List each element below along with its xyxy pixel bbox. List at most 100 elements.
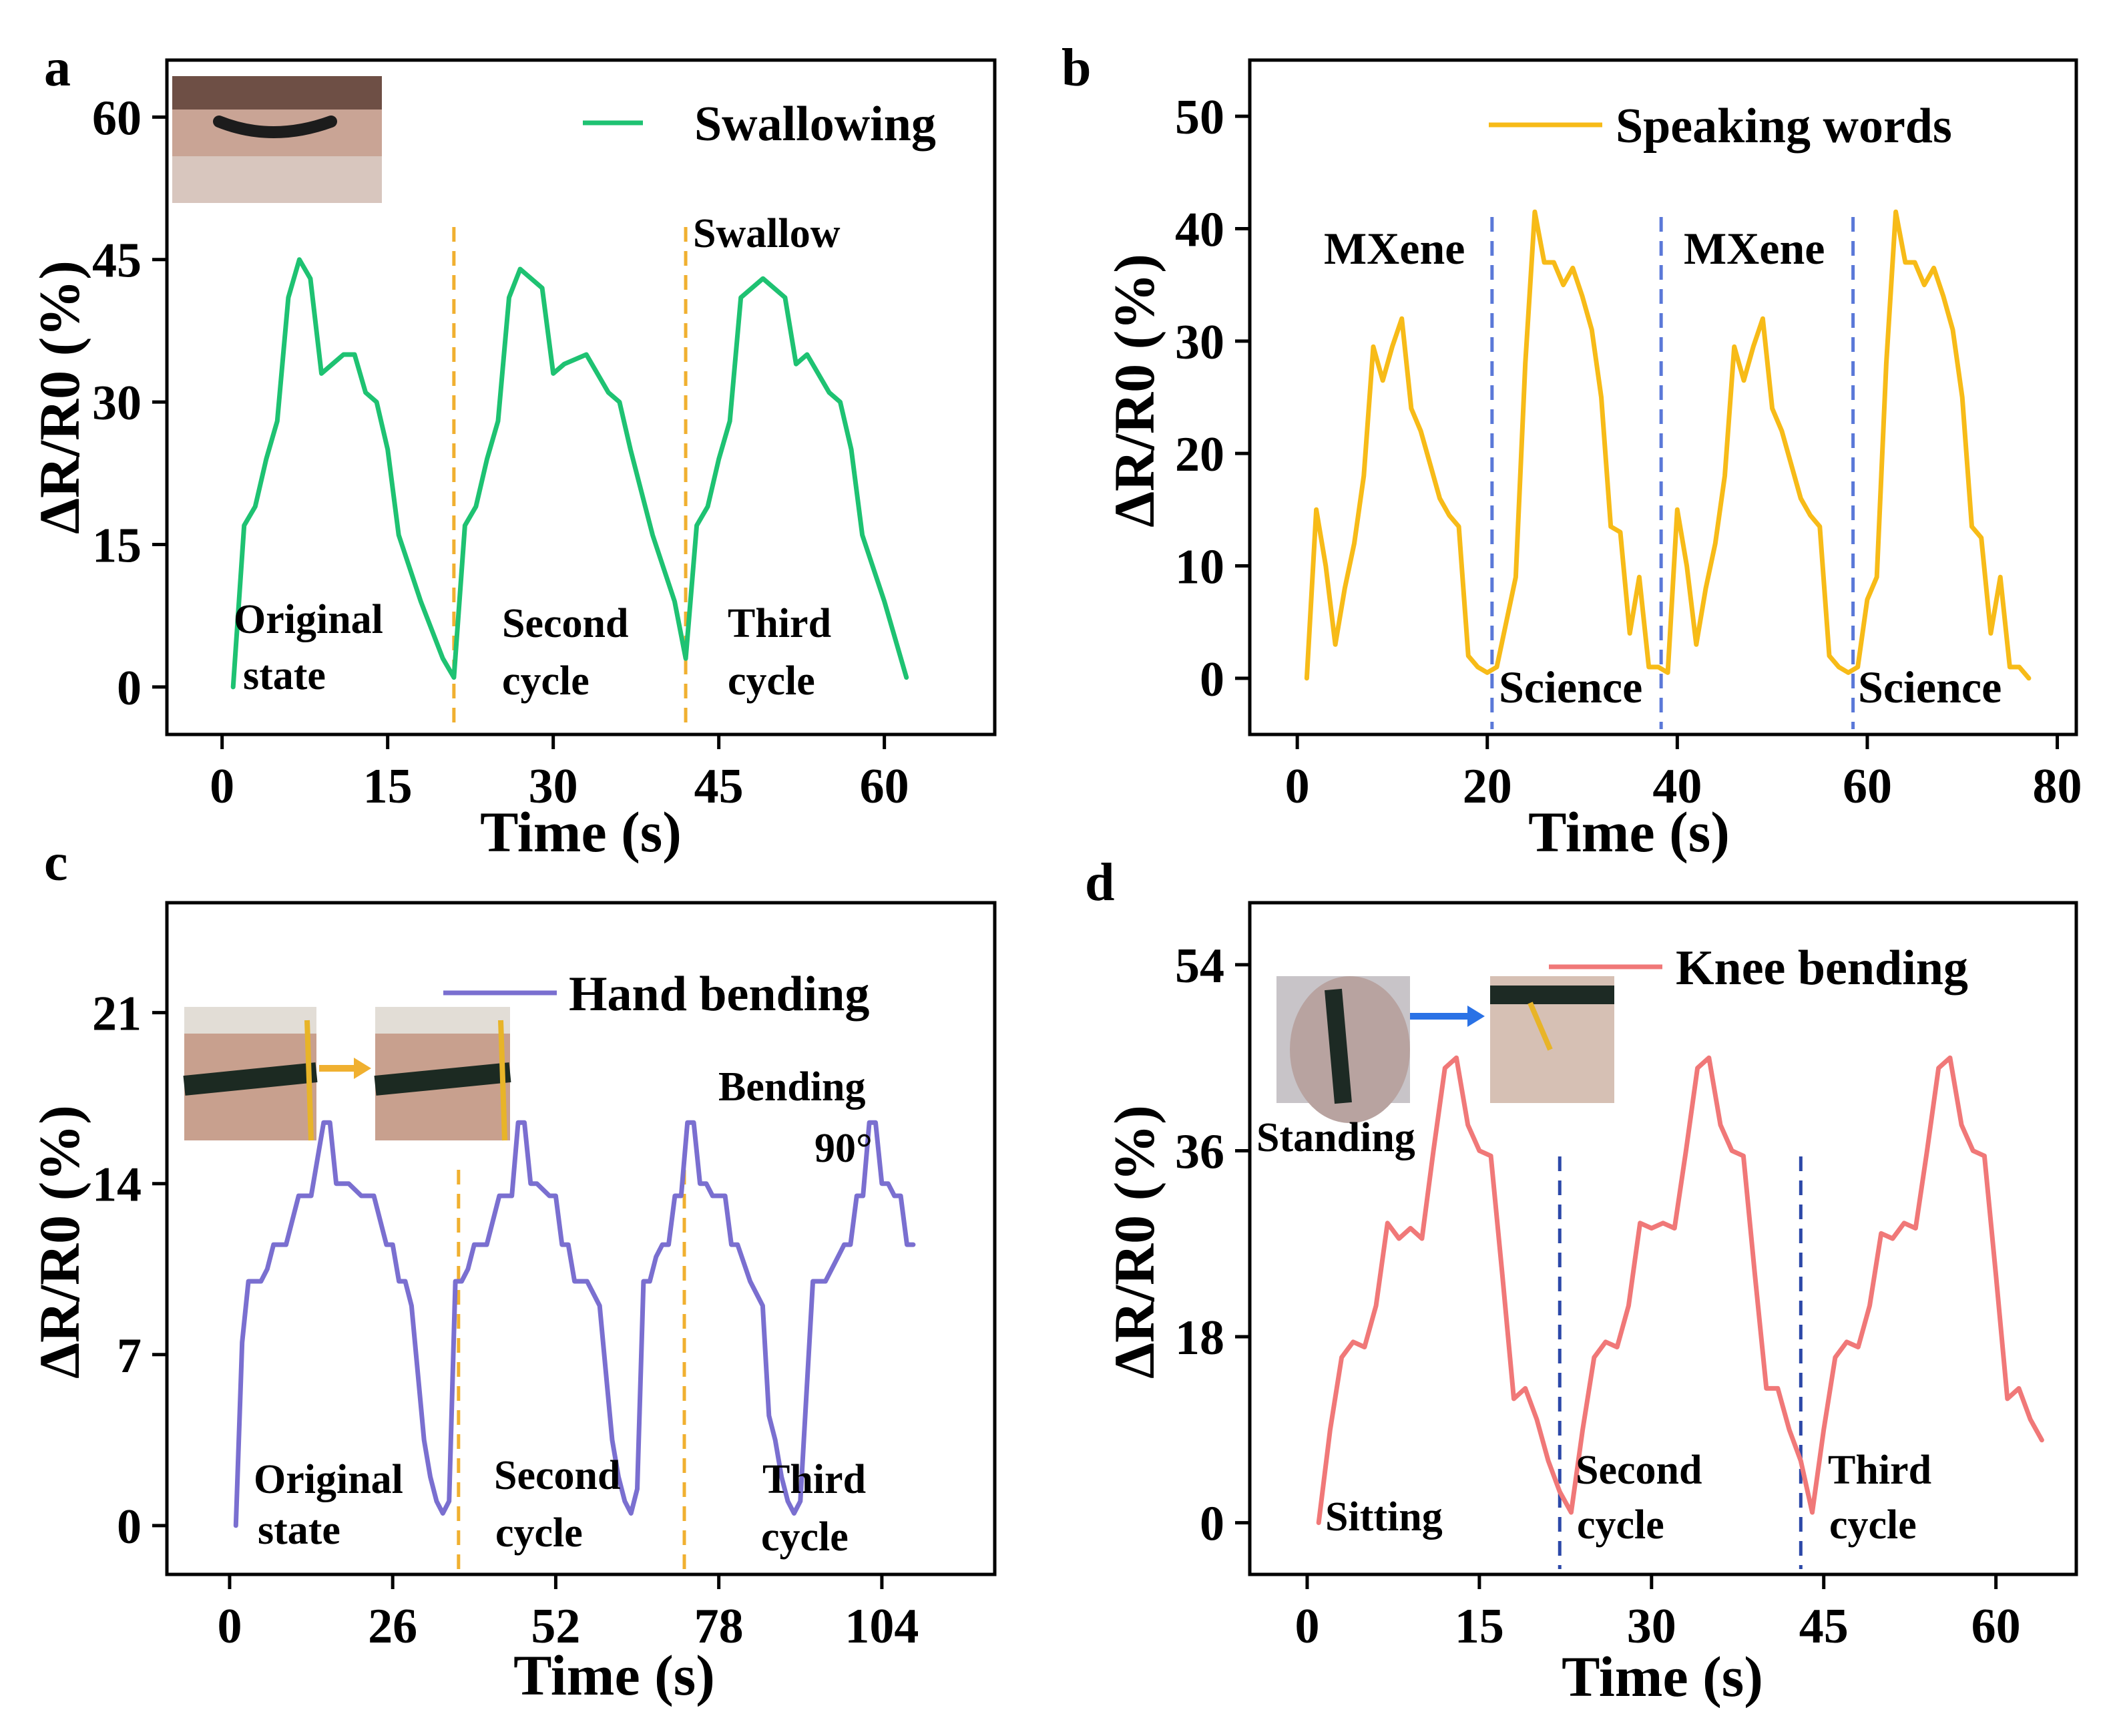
y-tick-label: 21 <box>92 987 142 1042</box>
x-tick-label: 0 <box>210 759 234 814</box>
y-tick-label: 10 <box>1175 540 1224 595</box>
panel-b: b Speaking words MXene Science MXene Science 0… <box>1062 39 2082 864</box>
y-axis-title: ΔR/R0 (%) <box>1102 254 1166 527</box>
photo-backdrop <box>184 1007 316 1034</box>
x-tick-label: 80 <box>2033 759 2082 814</box>
annotation-label: MXene <box>1684 223 1825 274</box>
panel-letter: d <box>1085 853 1115 912</box>
y-tick-label: 14 <box>92 1158 142 1213</box>
panel-letter: a <box>44 39 71 97</box>
arrow-head-icon <box>1467 1006 1485 1027</box>
x-tick-label: 78 <box>694 1599 744 1654</box>
x-tick-label: 15 <box>1455 1599 1504 1654</box>
y-tick-label: 45 <box>92 234 142 288</box>
y-tick-label: 15 <box>92 518 142 573</box>
x-tick-label: 60 <box>1971 1599 2021 1654</box>
panel-letter: c <box>44 833 68 892</box>
x-axis-title: Time (s) <box>1562 1645 1763 1709</box>
y-tick-label: 0 <box>1200 1497 1224 1552</box>
plot-frame <box>165 58 997 736</box>
y-tick-label: 0 <box>1200 652 1224 707</box>
annotation-label: cycle <box>1829 1502 1917 1548</box>
annotation-label: Second <box>1576 1448 1702 1493</box>
plot-frame <box>165 901 997 1576</box>
annotation-label: Swallow <box>693 211 841 256</box>
x-tick-label: 40 <box>1652 759 1702 814</box>
annotation-label: Standing <box>1256 1115 1415 1160</box>
inset-photo <box>1490 976 1614 1103</box>
tape <box>498 1020 507 1141</box>
tape <box>304 1020 314 1141</box>
x-tick-label: 0 <box>1295 1599 1319 1654</box>
photo-collar <box>172 156 382 203</box>
y-tick-label: 18 <box>1175 1311 1224 1365</box>
series-line <box>1316 1055 2044 1526</box>
annotation-label: Third <box>728 601 831 646</box>
x-tick-label: 60 <box>1843 759 1892 814</box>
photo-shadow <box>172 76 382 110</box>
annotation-label: state <box>258 1508 340 1553</box>
annotation-label: Science <box>1499 662 1642 712</box>
legend-label: Swallowing <box>694 97 936 152</box>
sensor-strip <box>1325 988 1352 1104</box>
x-tick-label: 0 <box>217 1599 242 1654</box>
annotation-label: Second <box>502 601 628 646</box>
y-axis-title: ΔR/R0 (%) <box>1102 1105 1166 1379</box>
sensor-strip <box>183 1062 318 1096</box>
panel-letter: b <box>1062 39 1092 97</box>
x-tick-label: 52 <box>531 1599 580 1654</box>
annotation-label: Third <box>1828 1448 1931 1493</box>
x-tick-label: 45 <box>1799 1599 1849 1654</box>
annotation-label: Third <box>762 1457 866 1502</box>
annotation-label: Second <box>494 1453 620 1498</box>
y-axis-title: ΔR/R0 (%) <box>27 1105 91 1379</box>
x-tick-label: 104 <box>845 1599 919 1654</box>
y-tick-label: 54 <box>1175 939 1224 994</box>
y-tick-label: 50 <box>1175 90 1224 145</box>
y-tick-label: 60 <box>92 91 142 146</box>
tape <box>1528 1002 1553 1051</box>
x-tick-label: 30 <box>1627 1599 1676 1654</box>
x-tick-label: 45 <box>694 759 744 814</box>
panel-c: c Hand bending Original state Second cycle Thi… <box>27 833 997 1707</box>
photo-backdrop <box>375 1007 510 1034</box>
x-tick-label: 26 <box>368 1599 417 1654</box>
annotation-label: state <box>243 653 326 698</box>
x-tick-label: 60 <box>860 759 909 814</box>
inset-photo <box>1276 976 1410 1123</box>
y-tick-label: 36 <box>1175 1124 1224 1179</box>
series-line <box>230 257 909 690</box>
panel-a: a Swallowing Original state Second cycle Third… <box>27 39 997 864</box>
y-axis-title: ΔR/R0 (%) <box>27 260 91 534</box>
x-axis-title: Time (s) <box>1528 800 1730 864</box>
annotation-label: cycle <box>728 658 815 704</box>
annotation-label: Original <box>254 1457 403 1502</box>
annotation-label: cycle <box>502 658 590 704</box>
y-tick-label: 0 <box>117 1500 142 1554</box>
x-tick-label: 30 <box>529 759 578 814</box>
annotation-label: Science <box>1858 662 2002 712</box>
legend-label: Speaking words <box>1616 99 1952 154</box>
annotation-label: cycle <box>495 1510 583 1556</box>
y-tick-label: 30 <box>92 376 142 431</box>
annotation-label: 90° <box>814 1126 873 1171</box>
inset-photo <box>183 1007 318 1141</box>
sensor-strip <box>213 116 337 138</box>
inset-photo <box>374 1007 511 1141</box>
knee <box>1290 976 1410 1123</box>
inset-photo <box>172 76 382 203</box>
series-line <box>233 1120 916 1528</box>
annotation-label: Sitting <box>1325 1494 1443 1540</box>
annotation-label: Bending <box>718 1064 866 1110</box>
arrow-head-icon <box>354 1058 371 1079</box>
legend-label: Hand bending <box>569 967 869 1022</box>
legend-label: Knee bending <box>1676 941 1968 996</box>
y-tick-label: 30 <box>1175 315 1224 370</box>
plot-frame <box>1248 58 2078 736</box>
x-tick-label: 0 <box>1285 759 1310 814</box>
y-tick-label: 0 <box>117 661 142 716</box>
series-line <box>1304 209 2032 681</box>
annotation-label: MXene <box>1324 223 1465 274</box>
sensor-strip <box>374 1062 511 1096</box>
